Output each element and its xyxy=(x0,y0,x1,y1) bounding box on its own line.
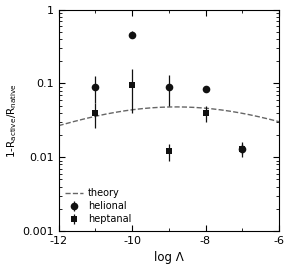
theory xyxy=(216,108,220,111)
theory xyxy=(196,106,200,109)
theory xyxy=(84,117,87,120)
theory xyxy=(57,124,60,127)
Legend: theory, helional, heptanal: theory, helional, heptanal xyxy=(64,187,133,226)
Line: theory: theory xyxy=(59,107,279,126)
theory xyxy=(129,108,132,112)
theory xyxy=(218,108,221,111)
theory xyxy=(175,105,178,109)
Y-axis label: 1-R$_\mathregular{active}$/R$_\mathregular{native}$: 1-R$_\mathregular{active}$/R$_\mathregul… xyxy=(6,83,19,158)
theory xyxy=(277,120,281,123)
theory xyxy=(144,107,148,110)
X-axis label: log Λ: log Λ xyxy=(154,251,184,264)
